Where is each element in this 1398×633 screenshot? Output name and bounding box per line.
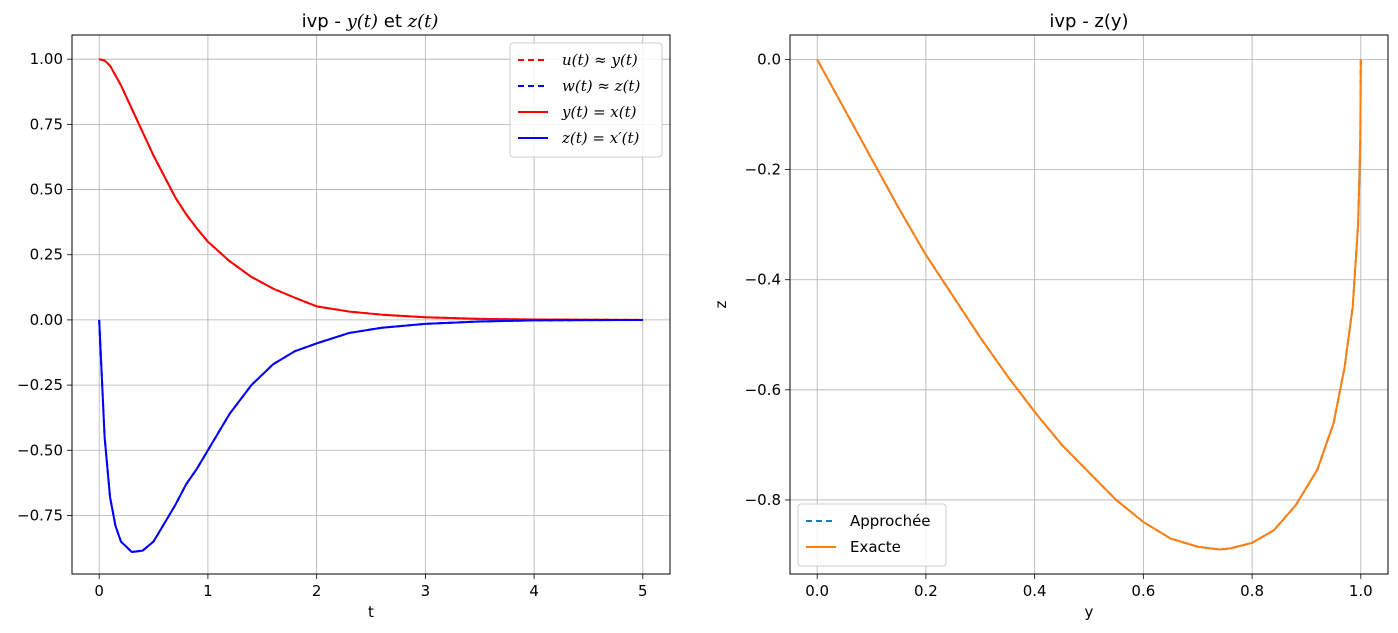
chart-title: ivp - y(t) et z(t) [302, 11, 439, 32]
series-layer [816, 59, 1362, 551]
x-tick-label: 0 [94, 582, 104, 600]
legend-box [797, 503, 947, 567]
series-layer [98, 58, 643, 553]
y-tick-label: −0.6 [745, 381, 781, 399]
x-tick-label: 0.0 [805, 582, 829, 600]
y-tick-label: 0.50 [30, 181, 63, 199]
legend-label: Approchée [850, 512, 931, 530]
ticks: 0 1 2 3 4 5 1.00 0.75 0.50 0.25 0.00 −0.25 −0.50 −0.7… [17, 50, 648, 600]
y-axis-label: z [712, 300, 730, 308]
series-line-0 [816, 59, 1362, 551]
x-tick-label: 0.8 [1240, 582, 1264, 600]
y-tick-label: 0.00 [30, 311, 63, 329]
y-tick-label: −0.8 [745, 491, 781, 509]
x-tick-label: 3 [421, 582, 431, 600]
x-tick-label: 5 [638, 582, 648, 600]
legend-label: Exacte [850, 538, 901, 556]
legend-label: y(t) = x(t) [561, 103, 637, 121]
chart-title: ivp - z(y) [1049, 11, 1128, 32]
legend-label: z(t) = x′(t) [561, 129, 639, 147]
x-tick-label: 1 [203, 582, 213, 600]
series-line-2 [98, 58, 643, 321]
y-tick-label: −0.50 [17, 441, 63, 459]
x-axis-label: t [368, 603, 374, 621]
x-tick-label: 0.6 [1131, 582, 1155, 600]
plot-frame [789, 34, 1389, 575]
legend: Approchée Exacte [797, 503, 947, 567]
chart-y-z-vs-t: ivp - y(t) et z(t) 0 1 2 3 4 5 1.00 0.75 0.50 0.2… [17, 11, 671, 621]
series-line-1 [98, 318, 643, 553]
series-line-3 [98, 318, 643, 553]
y-tick-label: −0.25 [17, 376, 63, 394]
x-tick-label: 2 [312, 582, 322, 600]
y-tick-label: 1.00 [30, 50, 63, 68]
y-tick-label: −0.75 [17, 506, 63, 524]
legend-label: u(t) ≈ y(t) [562, 51, 638, 69]
x-tick-label: 1.0 [1349, 582, 1373, 600]
grid [790, 35, 1388, 574]
x-tick-label: 0.4 [1023, 582, 1047, 600]
y-tick-label: 0.75 [30, 115, 63, 133]
ticks: 0.0 0.2 0.4 0.6 0.8 1.0 0.0 −0.2 −0.4 −0.6 −0.8 [745, 51, 1373, 601]
x-tick-label: 0.2 [914, 582, 938, 600]
x-axis-label: y [1085, 603, 1094, 621]
y-tick-label: 0.0 [757, 51, 781, 69]
plot-frame [71, 34, 671, 575]
legend-box [509, 42, 663, 158]
legend: u(t) ≈ y(t) w(t) ≈ z(t) y(t) = x(t) z(t) = … [509, 42, 663, 158]
x-tick-label: 4 [529, 582, 539, 600]
y-tick-label: −0.2 [745, 161, 781, 179]
series-line-1 [816, 59, 1362, 551]
y-tick-label: −0.4 [745, 271, 781, 289]
chart-z-vs-y: ivp - z(y) 0.0 0.2 0.4 0.6 0.8 1.0 0.0 −0.2 −0.4… [712, 11, 1389, 621]
y-tick-label: 0.25 [30, 246, 63, 264]
legend-label: w(t) ≈ z(t) [562, 77, 640, 95]
